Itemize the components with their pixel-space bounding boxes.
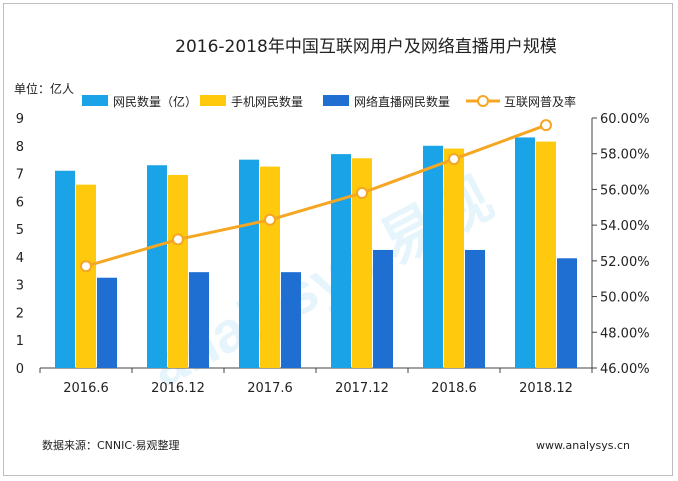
- bar-1: [239, 159, 259, 368]
- line-point: [264, 213, 276, 226]
- source-text: 数据来源：CNNIC·易观整理: [42, 438, 180, 452]
- y-left-tick-label: 2: [16, 306, 24, 321]
- bar-2: [444, 148, 464, 368]
- axes: 0 1 2 3 4 5 6 7 8 9 46.00% 48.00% 50.00% 52.00% 54.00%…: [16, 112, 650, 396]
- y-right-tick-label: 52.00%: [600, 255, 650, 270]
- y-left-tick-label: 1: [16, 334, 24, 349]
- bar-1: [423, 145, 443, 368]
- bar-3: [97, 277, 117, 368]
- bar-3: [557, 258, 577, 368]
- bar-3: [189, 272, 209, 368]
- x-tick-label: 2017.6: [247, 381, 293, 396]
- y-right-tick-label: 50.00%: [600, 291, 650, 306]
- y-left-tick-label: 8: [16, 140, 24, 155]
- line-point: [356, 187, 368, 199]
- legend-swatch: [82, 95, 108, 106]
- website-text: www.analysys.cn: [536, 439, 630, 452]
- line-point: [540, 119, 552, 132]
- y-right-tick-label: 60.00%: [600, 112, 650, 127]
- x-tick-label: 2016.6: [63, 381, 109, 396]
- x-tick-label: 2017.12: [335, 381, 389, 396]
- legend: 网民数量（亿） 手机网民数量 网络直播网民数量 互联网普及率: [82, 94, 576, 109]
- x-tick-label: 2016.12: [151, 381, 205, 396]
- y-right-tick-label: 56.00%: [600, 183, 650, 198]
- legend-label: 网络直播网民数量: [354, 94, 450, 109]
- bar-1: [331, 154, 351, 368]
- bar-3: [465, 249, 485, 368]
- bar-2: [536, 141, 556, 368]
- chart-title: 2016-2018年中国互联网用户及网络直播用户规模: [175, 37, 557, 57]
- legend-swatch: [200, 95, 226, 106]
- legend-label: 手机网民数量: [231, 94, 303, 109]
- y-right-tick-label: 58.00%: [600, 148, 650, 163]
- y-left-tick-label: 0: [16, 362, 24, 377]
- bar-2: [76, 184, 96, 368]
- line-point: [80, 260, 92, 273]
- bar-3: [281, 272, 301, 368]
- bar-3: [373, 249, 393, 368]
- legend-label: 互联网普及率: [504, 94, 576, 109]
- x-tick-label: 2018.12: [519, 381, 573, 396]
- bar-1: [55, 170, 75, 368]
- legend-marker: [477, 95, 489, 107]
- bar-2: [352, 158, 372, 368]
- y-right-tick-label: 48.00%: [600, 326, 650, 341]
- y-left-tick-label: 4: [16, 251, 24, 266]
- bar-1: [515, 137, 535, 368]
- bar-2: [260, 166, 280, 368]
- line-point: [448, 153, 460, 166]
- y-left-tick-label: 5: [16, 223, 24, 238]
- unit-label: 单位：亿人: [14, 81, 74, 96]
- line-point: [172, 233, 184, 246]
- bar-1: [147, 165, 167, 368]
- legend-swatch: [323, 95, 349, 106]
- line-series: [80, 119, 552, 273]
- y-left-tick-label: 9: [16, 112, 24, 127]
- line-path: [85, 123, 547, 268]
- bar-2: [168, 174, 188, 368]
- x-tick-label: 2018.6: [431, 381, 477, 396]
- y-right-tick-label: 46.00%: [600, 362, 650, 377]
- y-left-tick-label: 7: [16, 168, 24, 183]
- y-right-tick-label: 54.00%: [600, 219, 650, 234]
- y-left-tick-label: 6: [16, 195, 24, 210]
- legend-label: 网民数量（亿）: [113, 94, 197, 109]
- y-left-tick-label: 3: [16, 279, 24, 294]
